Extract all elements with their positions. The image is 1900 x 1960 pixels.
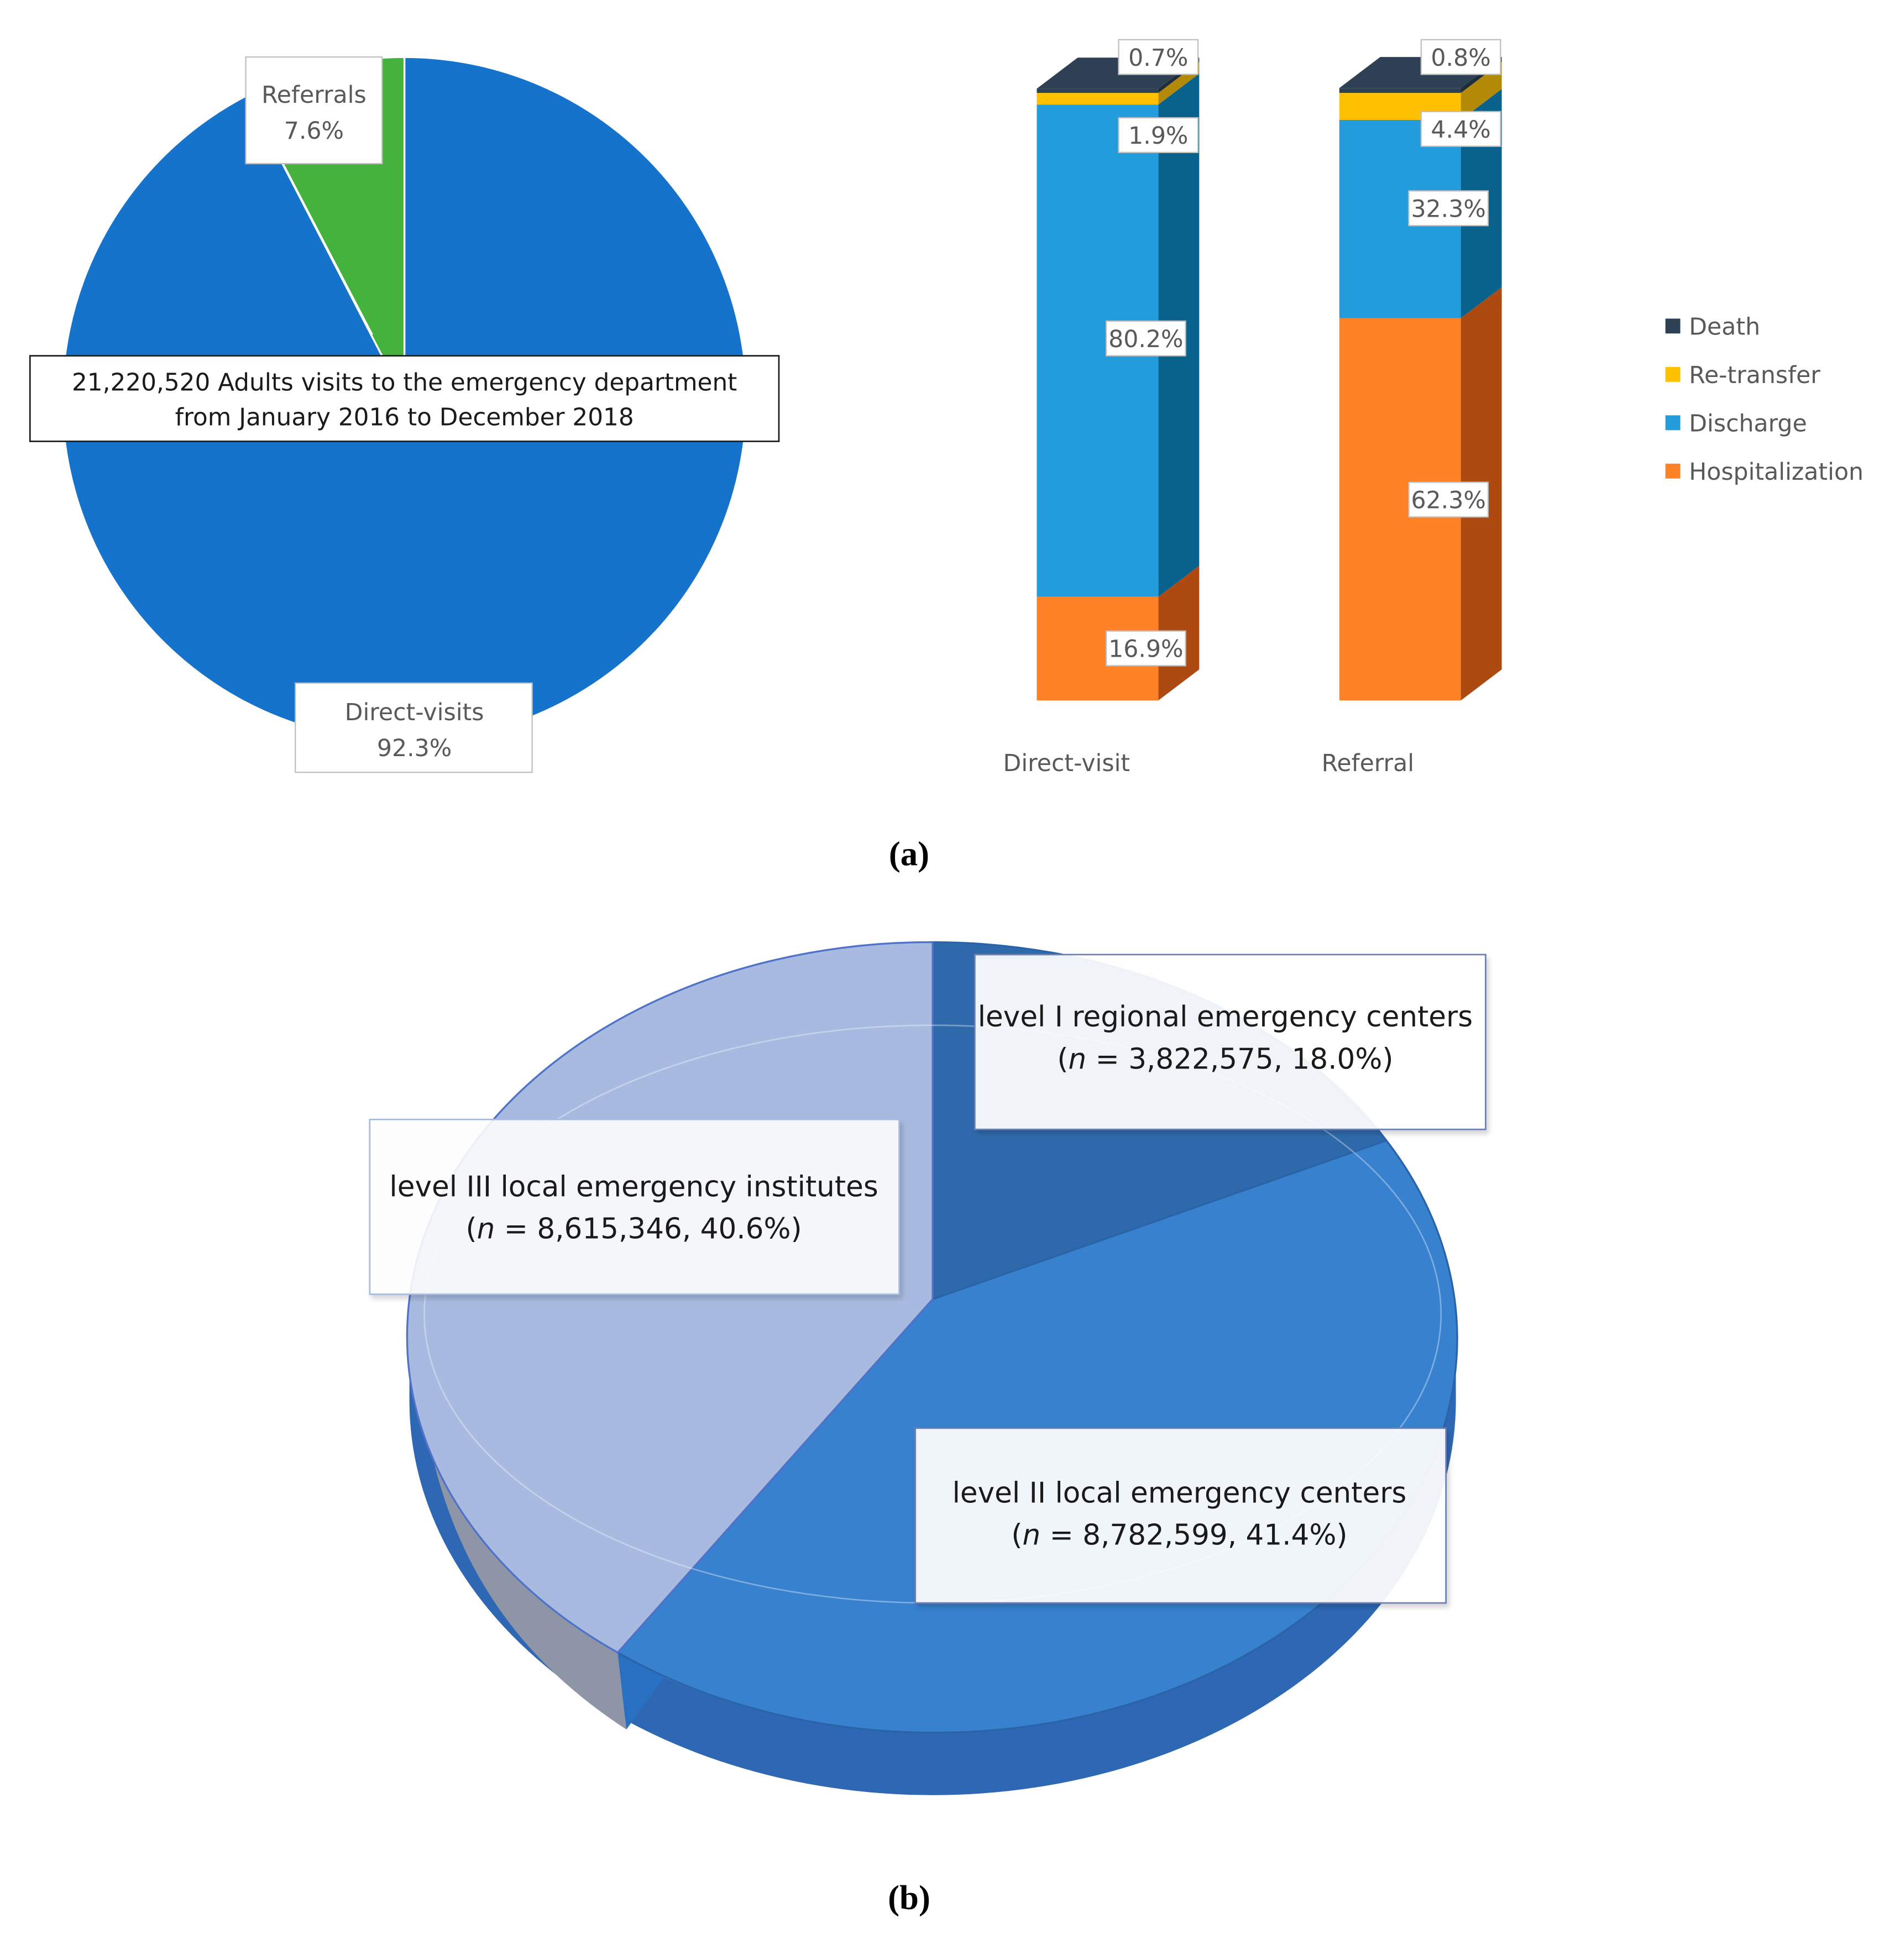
leader-line [282, 163, 373, 336]
legend-swatch-re-transfer [1665, 366, 1681, 382]
data-label: 62.3% [1411, 487, 1485, 515]
legend: Death Re-transfer Discharge Hospitalizat… [1665, 313, 1864, 486]
pie1-subtitle: from January 2016 to December 2018 [175, 403, 634, 431]
slice-label-count: (n = 8,782,599, 41.4%) [1011, 1519, 1347, 1552]
pie3d-label-level-iii: level III local emergency institutes (n … [369, 1118, 900, 1295]
legend-swatch-discharge [1665, 415, 1681, 431]
data-label: 4.4% [1431, 116, 1490, 144]
data-label-box [1420, 111, 1501, 147]
pie-chart-visits: Referrals 7.6% Direct-visits 92.3% 21,22… [29, 56, 780, 773]
stacked-bar-chart-outcomes: 16.9% 80.2% 1.9% 0.7% Direct-visit 62.3% 32.3%… [1003, 39, 1502, 777]
panel-label-a: (a) [889, 835, 929, 873]
pie-chart-center-levels: level I regional emergency centers (n = … [369, 941, 1486, 1795]
slice-label-name: level II local emergency centers [952, 1476, 1407, 1510]
data-label-box [1105, 320, 1186, 357]
bar-segment-death-referral [1339, 88, 1461, 93]
data-label-box [1118, 117, 1199, 153]
legend-label-discharge: Discharge [1689, 410, 1807, 438]
data-label: 16.9% [1108, 636, 1183, 663]
data-label-box [1118, 39, 1199, 75]
panel-label-b: (b) [888, 1878, 930, 1917]
legend-label-death: Death [1689, 313, 1760, 341]
pie3d-side-wall-level-iii [419, 1326, 627, 1730]
data-label: 80.2% [1108, 326, 1183, 353]
bar-side-re-transfer-referral [1461, 62, 1502, 120]
data-label: 1.9% [1128, 122, 1188, 150]
pie3d-label-level-i: level I regional emergency centers (n = … [974, 953, 1486, 1130]
slice-label-count: (n = 8,615,346, 40.6%) [466, 1213, 802, 1246]
legend-swatch-hospitalization [1665, 463, 1681, 479]
category-label-direct-visit: Direct-visit [1003, 750, 1130, 777]
slice-label-name: level III local emergency institutes [389, 1170, 878, 1203]
slice-label-value: 92.3% [377, 735, 452, 762]
data-label: 32.3% [1411, 196, 1485, 223]
legend-swatch-death [1665, 318, 1681, 334]
data-label-box [1408, 481, 1489, 518]
pie1-label-referrals: Referrals 7.6% [245, 56, 383, 165]
pie1-title: 21,220,520 Adults visits to the emergenc… [72, 369, 737, 397]
category-label-referral: Referral [1322, 750, 1414, 777]
data-label-box [1420, 39, 1501, 75]
pie3d-label-level-ii: level II local emergency centers (n = 8,… [914, 1427, 1447, 1604]
pie1-title-box: 21,220,520 Adults visits to the emergenc… [29, 355, 780, 442]
data-label-box [1408, 190, 1489, 227]
bar-segment-death-direct-visit [1037, 88, 1159, 93]
slice-label-value: 7.6% [284, 117, 344, 145]
slice-label-name: Referrals [261, 81, 367, 109]
slice-label-count: (n = 3,822,575, 18.0%) [1057, 1042, 1393, 1076]
slice-label-name: Direct-visits [345, 699, 484, 726]
legend-label-hospitalization: Hospitalization [1689, 458, 1864, 486]
data-label: 0.8% [1431, 44, 1490, 72]
bar-segment-re-transfer-direct-visit [1037, 93, 1159, 105]
slice-label-name: level I regional emergency centers [978, 1000, 1473, 1034]
legend-label-re-transfer: Re-transfer [1689, 361, 1820, 389]
data-label-box [1105, 630, 1186, 667]
pie1-label-direct-visits: Direct-visits 92.3% [295, 682, 533, 773]
data-label: 0.7% [1128, 44, 1188, 72]
